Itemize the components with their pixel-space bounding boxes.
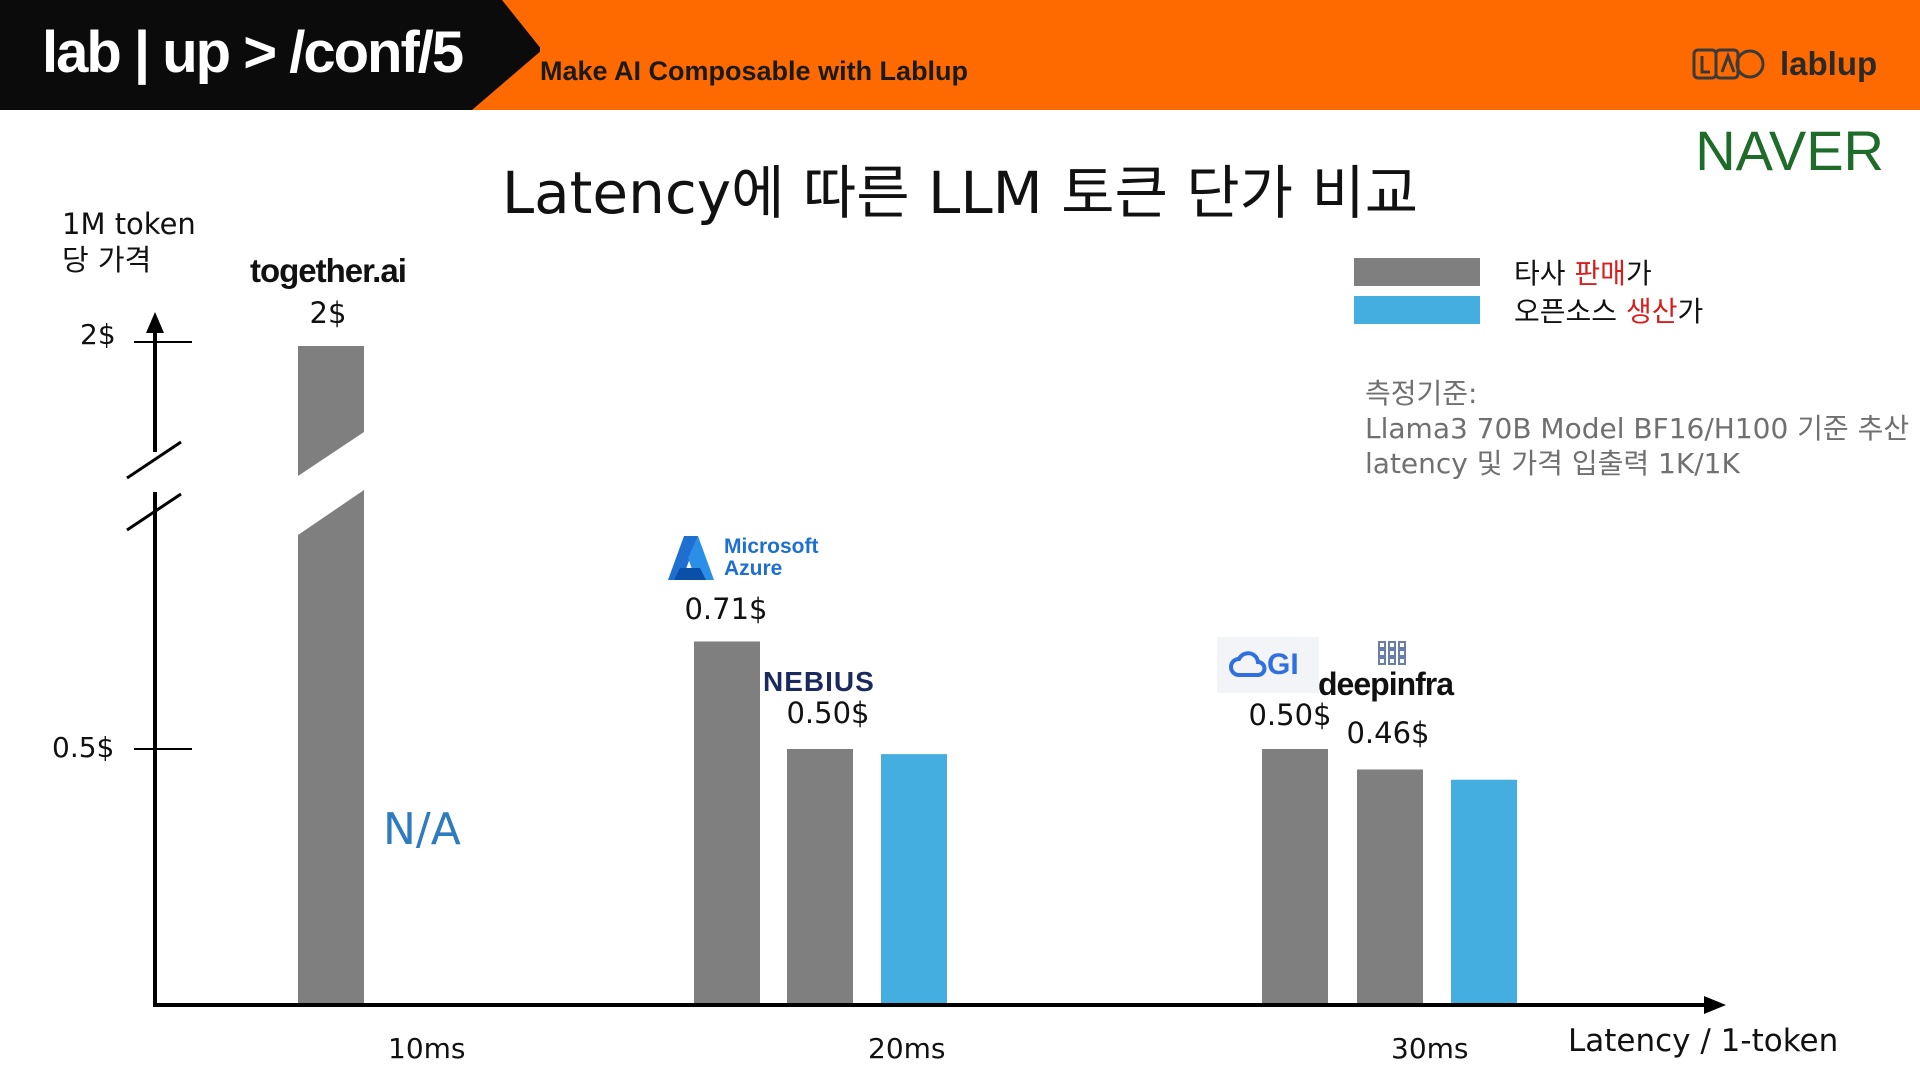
- bar: [881, 754, 947, 1005]
- gi-logo-text: GI: [1267, 648, 1299, 681]
- y-axis-break-mark-bottom: [126, 492, 182, 532]
- bar-value-label: 0.71$: [684, 592, 768, 626]
- lablup-logo: lablup: [1690, 44, 1877, 84]
- lablup-logo-icon: [1692, 48, 1765, 80]
- x-axis-arrow: [1704, 996, 1726, 1014]
- azure-icon: [668, 536, 714, 580]
- y-tick-label-2: 2$: [80, 318, 116, 351]
- bar-value-label: 0.50$: [786, 696, 870, 730]
- naver-logo: NAVER: [1695, 119, 1884, 182]
- cloud-icon: [1229, 651, 1267, 677]
- deepinfra-logo-text: deepinfra: [1318, 666, 1454, 702]
- lablup-logo-text: lablup: [1780, 45, 1878, 82]
- microsoft-azure-logo: Microsoft Azure: [666, 534, 834, 582]
- note-line: 측정기준:: [1365, 377, 1478, 410]
- y-axis-arrow: [146, 312, 164, 333]
- x-tick-label-20ms: 20ms: [868, 1032, 946, 1065]
- bar: [298, 346, 364, 1005]
- y-axis-break-mark-top: [126, 440, 182, 480]
- deepinfra-grid-icon: [1378, 641, 1406, 665]
- legend-swatch-blue: [1354, 296, 1480, 324]
- note-line: Llama3 70B Model BF16/H100 기준 추산: [1365, 412, 1910, 445]
- together-ai-logo: together.ai: [250, 252, 407, 289]
- bar-value-label: 0.50$: [1248, 698, 1332, 732]
- bar: [694, 641, 760, 1005]
- legend-item-vendor-price: 타사 판매가: [1354, 252, 1652, 292]
- bar: [1262, 749, 1328, 1005]
- bar: [1357, 769, 1423, 1005]
- x-tick-label-30ms: 30ms: [1391, 1032, 1469, 1065]
- gi-logo: GI: [1217, 637, 1319, 693]
- bar-segment-lower: [298, 490, 364, 1005]
- bars-layer: [298, 346, 1517, 1005]
- x-tick-label-10ms: 10ms: [388, 1032, 466, 1065]
- header-brand-panel: [0, 0, 540, 110]
- bar: [1451, 779, 1517, 1005]
- nebius-logo: NEBIUS: [763, 666, 875, 697]
- conference-brand: lab | up > /conf/5: [42, 20, 464, 85]
- bar-value-label: 0.46$: [1346, 716, 1430, 750]
- bar: [787, 749, 853, 1005]
- bar-segment-upper: [298, 346, 364, 476]
- measurement-note: 측정기준: Llama3 70B Model BF16/H100 기준 추산 l…: [1365, 376, 1909, 481]
- y-axis-label: 1M token 당 가격: [62, 207, 196, 277]
- header-tagline: Make AI Composable with Lablup: [540, 56, 969, 86]
- legend-text-vendor-price: 타사 판매가: [1514, 257, 1652, 290]
- y-tick-label-0-5: 0.5$: [52, 731, 115, 764]
- chart-title: Latency에 따른 LLM 토큰 단가 비교: [501, 159, 1419, 227]
- legend-text-opensource-cost: 오픈소스 생산가: [1514, 295, 1704, 328]
- x-axis-label: Latency / 1-token: [1568, 1023, 1839, 1059]
- bar-value-label: 2$: [309, 296, 347, 330]
- legend-item-opensource-cost: 오픈소스 생산가: [1354, 290, 1703, 330]
- na-label: N/A: [383, 804, 461, 855]
- legend-swatch-gray: [1354, 258, 1480, 286]
- note-line: latency 및 가격 입출력 1K/1K: [1365, 447, 1740, 480]
- azure-logo-text: Microsoft Azure: [724, 535, 819, 580]
